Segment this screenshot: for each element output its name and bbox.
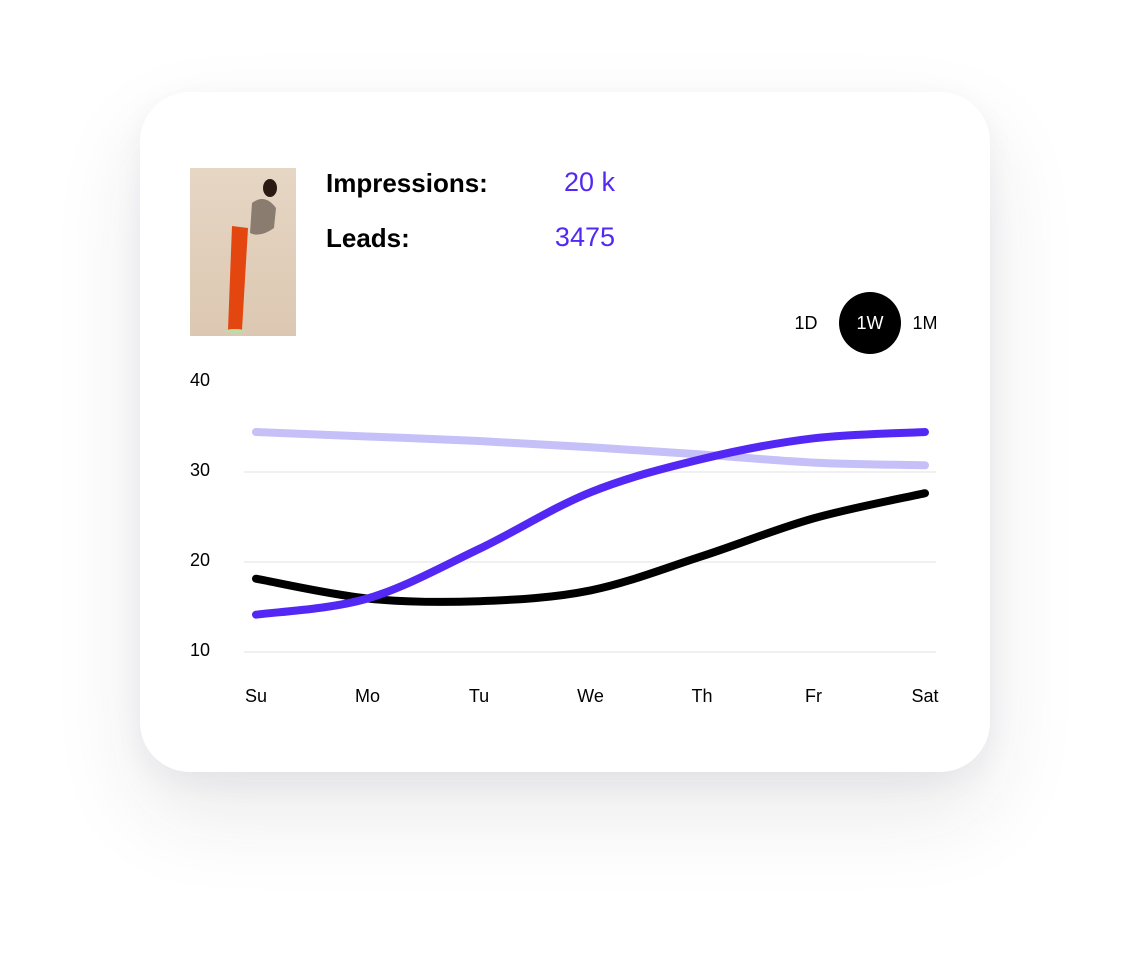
model-image [225,179,277,333]
x-tick-label: Su [245,686,267,706]
x-tick-label: Sat [911,686,938,706]
leads-value: 3475 [554,222,615,252]
y-tick-label: 10 [190,640,210,660]
series-line-1 [252,489,929,606]
series-line-2 [252,428,929,619]
x-tick-label: Fr [805,686,822,706]
x-tick-label: We [577,686,604,706]
y-tick-label: 20 [190,550,210,570]
x-tick-label: Tu [469,686,489,706]
range-1w-button[interactable]: 1W [839,292,901,354]
y-tick-label: 30 [190,460,210,480]
impressions-label: Impressions: [326,168,488,198]
product-photo [190,168,296,336]
x-tick-label: Mo [355,686,380,706]
series-line-0 [252,428,929,470]
y-tick-label: 40 [190,370,210,390]
range-1m-button[interactable]: 1M [912,312,938,333]
leads-label: Leads: [326,223,410,253]
impressions-value: 20 k [563,167,615,197]
x-tick-label: Th [691,686,712,706]
range-1d-button[interactable]: 1D [794,312,818,333]
